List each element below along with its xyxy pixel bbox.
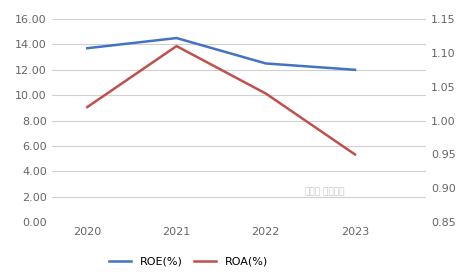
ROA(%) (263, 92, 268, 95)
ROE(%) (174, 36, 179, 40)
Line: ROA(%): ROA(%) (87, 46, 355, 155)
Legend: ROE(%), ROA(%): ROE(%), ROA(%) (104, 253, 273, 271)
ROA(%) (84, 105, 90, 109)
ROE(%) (263, 62, 268, 65)
ROE(%) (352, 68, 358, 71)
ROA(%) (174, 44, 179, 48)
Text: 公众号·机构之家: 公众号·机构之家 (305, 187, 345, 196)
ROA(%) (352, 153, 358, 156)
Line: ROE(%): ROE(%) (87, 38, 355, 70)
ROE(%) (84, 47, 90, 50)
